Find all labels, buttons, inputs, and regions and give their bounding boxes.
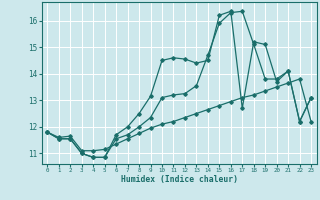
X-axis label: Humidex (Indice chaleur): Humidex (Indice chaleur) — [121, 175, 238, 184]
